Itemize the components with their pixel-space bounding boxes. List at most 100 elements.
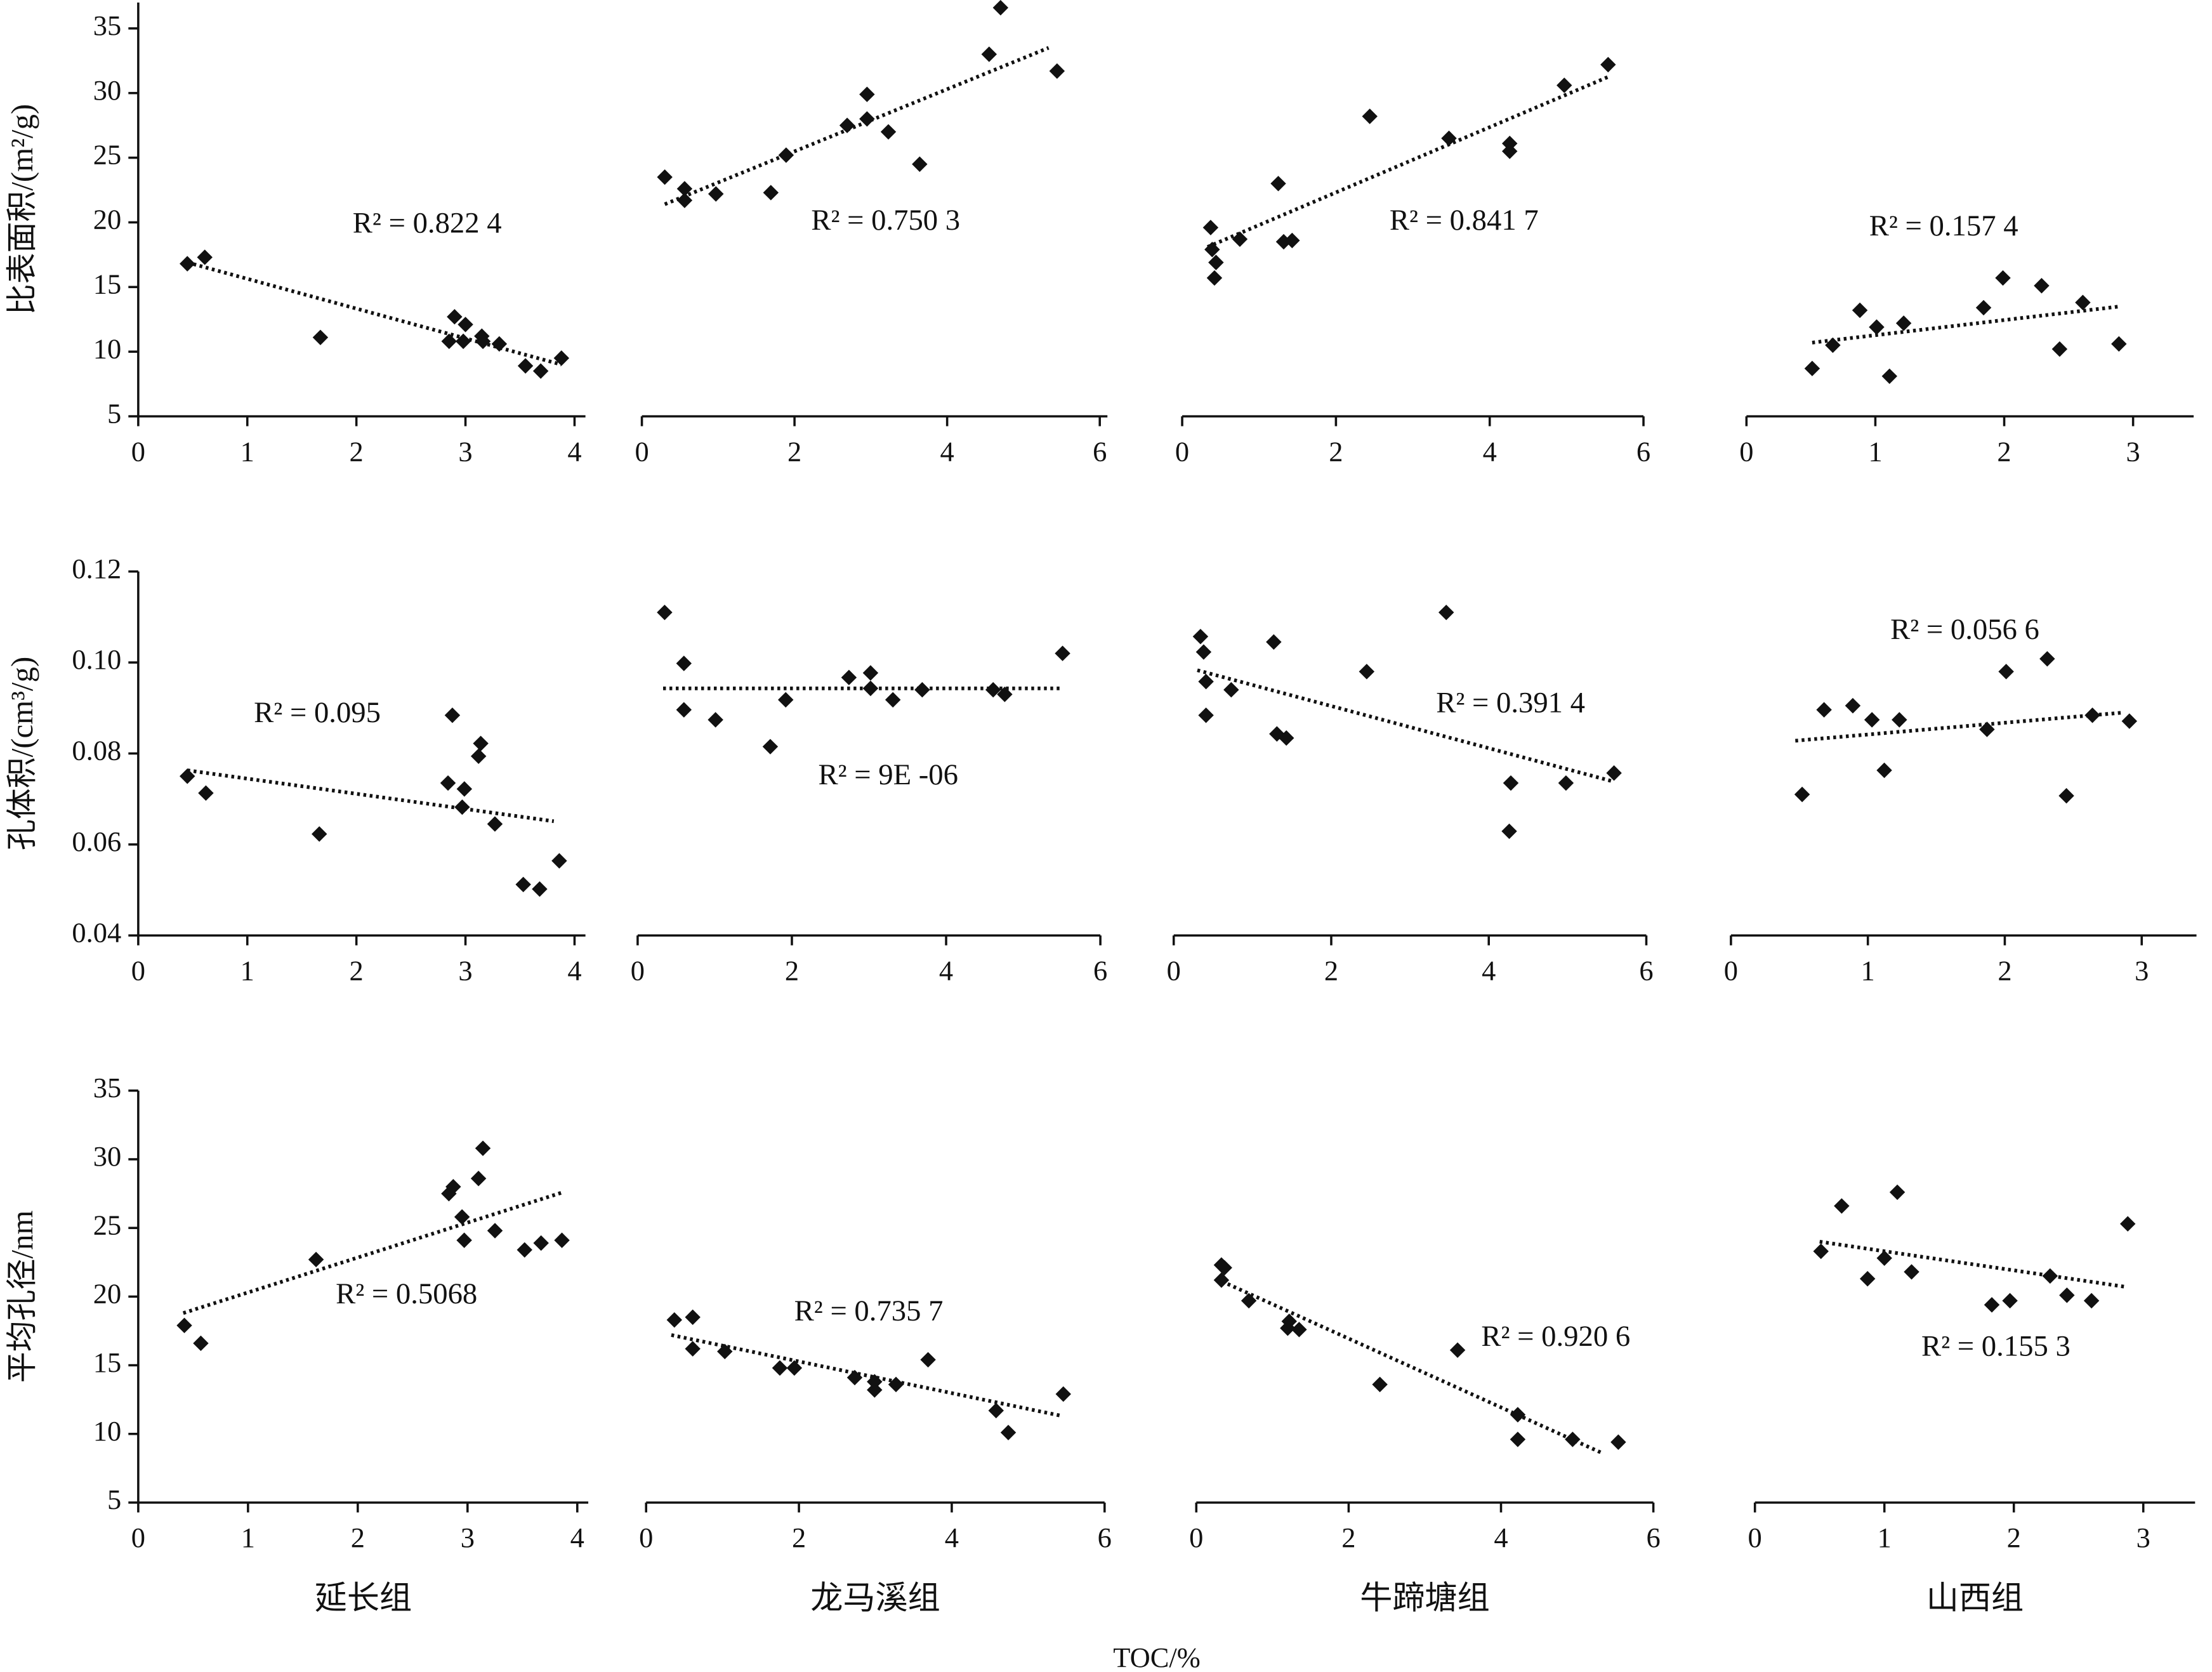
data-point [1816,702,1832,718]
r-squared: R² = 0.095 [254,696,381,729]
data-point [532,881,548,897]
data-point [444,707,461,723]
data-point [1204,242,1220,258]
trend-line [187,768,555,824]
x-tick-label: 4 [567,435,581,467]
trend-line [1795,711,2124,743]
y-tick-label: 30 [93,74,121,106]
data-point [1600,56,1616,73]
data-point [1223,681,1239,698]
x-tick-label: 3 [2126,435,2140,467]
data-point [1055,1386,1071,1402]
data-point [859,86,875,102]
x-tick-label: 0 [131,1522,145,1553]
data-point [2042,1268,2058,1284]
data-point [1232,231,1248,247]
y-tick-label: 5 [107,397,121,429]
data-point [912,156,928,172]
x-tick-label: 0 [131,435,145,467]
x-tick-label: 2 [1997,435,2011,467]
data-point [198,785,214,801]
x-tick-label: 2 [1329,435,1343,467]
data-point [657,169,673,185]
r-squared: R² = 0.750 3 [811,204,960,237]
x-tick-label: 3 [458,954,472,986]
data-point [1216,1260,1232,1276]
data-point [1834,1198,1850,1214]
data-point [717,1343,733,1360]
data-point [470,748,487,764]
data-point [1869,319,1885,335]
data-point [992,0,1009,16]
data-point [1202,220,1219,235]
x-tick-label: 2 [1324,954,1338,986]
data-point [1055,645,1070,661]
data-point [554,1232,570,1248]
data-point [1501,823,1517,839]
data-point [454,799,470,815]
x-axis-label: 山西组 [1926,1580,2024,1616]
x-tick-label: 2 [1998,954,2011,986]
data-point [846,1369,863,1386]
data-point [666,1312,683,1328]
x-tick-label: 1 [241,1522,255,1553]
data-point [839,117,855,133]
x-tick-label: 2 [350,954,364,986]
y-axis-label: 比表面积/(m²/g) [4,104,39,315]
x-tick-label: 4 [945,1522,959,1553]
data-point [456,1232,472,1248]
x-tick-label: 6 [1098,1522,1112,1553]
data-point [1362,109,1378,124]
r-squared: R² = 9E -06 [818,758,958,791]
data-point [1000,1425,1017,1440]
data-point [470,1171,487,1187]
y-tick-label: 20 [93,204,121,235]
x-tick-label: 4 [940,435,954,467]
x-tick-label: 3 [2136,1522,2150,1553]
data-point [458,317,473,332]
y-tick-label: 0.06 [72,826,121,857]
data-point [1192,628,1209,645]
x-tick-label: 1 [1861,954,1875,986]
data-point [1241,1293,1257,1309]
y-tick-label: 5 [107,1484,121,1515]
x-tick-label: 6 [1093,435,1107,467]
data-point [1852,302,1868,319]
x-tick-label: 4 [570,1522,584,1553]
x-tick-label: 4 [1483,435,1497,467]
data-point [193,1335,209,1352]
data-point [841,669,857,685]
data-point [179,768,195,784]
data-point [2075,294,2091,311]
data-point [533,1235,549,1251]
data-point [176,1317,192,1334]
x-tick-label: 2 [785,954,799,986]
r-squared: R² = 0.735 7 [794,1294,944,1327]
data-point [772,1360,788,1376]
r-squared: R² = 0.157 4 [1869,209,2018,242]
data-point [2058,787,2074,804]
x-tick-label: 3 [2135,954,2149,986]
data-point [440,775,456,791]
data-point [1270,176,1286,192]
data-point [1864,712,1880,728]
data-point [473,735,489,751]
data-point [685,1341,701,1357]
x-tick-label: 2 [2007,1522,2021,1553]
data-point [880,124,897,140]
x-tick-label: 0 [131,954,145,986]
y-tick-label: 0.12 [72,553,121,584]
x-tick-label: 6 [1639,954,1653,986]
x-tick-label: 0 [1748,1522,1762,1553]
data-point [487,816,503,832]
trend-line [1197,668,1615,784]
data-point [786,1360,803,1376]
x-tick-label: 1 [240,954,254,986]
data-point [1198,707,1214,723]
trend-line [1812,305,2121,345]
data-point [862,665,879,681]
data-point [1979,721,1995,737]
r-squared: R² = 0.5068 [336,1277,477,1310]
data-point [657,604,673,621]
